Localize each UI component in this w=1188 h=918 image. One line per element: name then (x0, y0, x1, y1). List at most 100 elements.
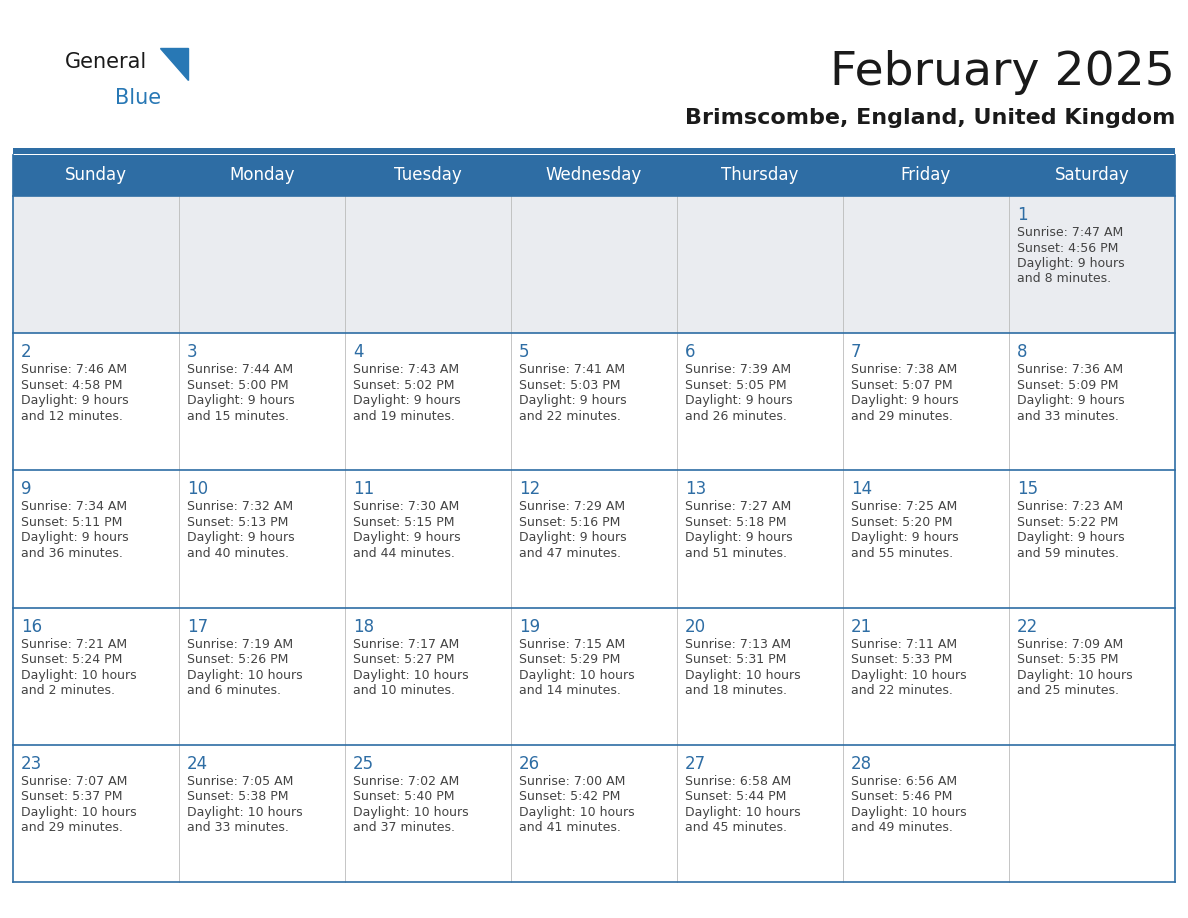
Text: 15: 15 (1017, 480, 1038, 498)
Text: Sunrise: 7:19 AM: Sunrise: 7:19 AM (187, 638, 293, 651)
Text: Monday: Monday (229, 166, 295, 185)
Text: 24: 24 (187, 755, 208, 773)
Text: and 14 minutes.: and 14 minutes. (519, 684, 621, 697)
Text: and 29 minutes.: and 29 minutes. (21, 822, 122, 834)
Text: Daylight: 9 hours: Daylight: 9 hours (1017, 532, 1125, 544)
Text: Sunrise: 7:21 AM: Sunrise: 7:21 AM (21, 638, 127, 651)
Text: 21: 21 (851, 618, 872, 635)
Text: 23: 23 (21, 755, 43, 773)
Text: General: General (65, 52, 147, 72)
Text: Daylight: 9 hours: Daylight: 9 hours (187, 532, 295, 544)
Text: 5: 5 (519, 343, 530, 361)
Text: Sunrise: 7:44 AM: Sunrise: 7:44 AM (187, 364, 293, 376)
Text: Sunrise: 7:05 AM: Sunrise: 7:05 AM (187, 775, 293, 788)
Text: and 8 minutes.: and 8 minutes. (1017, 273, 1111, 285)
Text: Thursday: Thursday (721, 166, 798, 185)
Text: Sunset: 5:05 PM: Sunset: 5:05 PM (685, 379, 786, 392)
Text: Sunset: 5:46 PM: Sunset: 5:46 PM (851, 790, 953, 803)
Text: Sunrise: 7:43 AM: Sunrise: 7:43 AM (353, 364, 459, 376)
Text: Daylight: 9 hours: Daylight: 9 hours (851, 394, 959, 408)
Text: Daylight: 9 hours: Daylight: 9 hours (519, 394, 626, 408)
Text: Sunrise: 7:00 AM: Sunrise: 7:00 AM (519, 775, 625, 788)
Text: Sunset: 4:56 PM: Sunset: 4:56 PM (1017, 241, 1118, 254)
Text: 25: 25 (353, 755, 374, 773)
Text: Sunset: 4:58 PM: Sunset: 4:58 PM (21, 379, 122, 392)
Text: 28: 28 (851, 755, 872, 773)
Text: Sunrise: 7:41 AM: Sunrise: 7:41 AM (519, 364, 625, 376)
Text: Sunrise: 7:11 AM: Sunrise: 7:11 AM (851, 638, 958, 651)
Text: 1: 1 (1017, 206, 1028, 224)
Text: and 22 minutes.: and 22 minutes. (851, 684, 953, 697)
Text: Sunrise: 6:56 AM: Sunrise: 6:56 AM (851, 775, 958, 788)
Text: Sunday: Sunday (65, 166, 127, 185)
Text: Daylight: 10 hours: Daylight: 10 hours (21, 668, 137, 681)
Bar (13, 196, 1175, 333)
Text: Daylight: 9 hours: Daylight: 9 hours (519, 532, 626, 544)
Text: Wednesday: Wednesday (545, 166, 643, 185)
Text: Daylight: 10 hours: Daylight: 10 hours (187, 668, 303, 681)
Text: 8: 8 (1017, 343, 1028, 361)
Text: Daylight: 10 hours: Daylight: 10 hours (187, 806, 303, 819)
Text: and 55 minutes.: and 55 minutes. (851, 547, 953, 560)
Text: Daylight: 10 hours: Daylight: 10 hours (519, 806, 634, 819)
Text: Sunset: 5:31 PM: Sunset: 5:31 PM (685, 653, 786, 666)
Text: 7: 7 (851, 343, 861, 361)
Text: 2: 2 (21, 343, 32, 361)
Text: Daylight: 9 hours: Daylight: 9 hours (851, 532, 959, 544)
Text: and 18 minutes.: and 18 minutes. (685, 684, 786, 697)
Text: Sunset: 5:02 PM: Sunset: 5:02 PM (353, 379, 455, 392)
Text: and 15 minutes.: and 15 minutes. (187, 409, 289, 422)
Text: and 12 minutes.: and 12 minutes. (21, 409, 122, 422)
Text: Friday: Friday (901, 166, 952, 185)
Text: and 19 minutes.: and 19 minutes. (353, 409, 455, 422)
Text: Sunset: 5:20 PM: Sunset: 5:20 PM (851, 516, 953, 529)
Text: Sunset: 5:11 PM: Sunset: 5:11 PM (21, 516, 122, 529)
Text: Saturday: Saturday (1055, 166, 1130, 185)
Polygon shape (160, 48, 188, 80)
Text: Sunset: 5:27 PM: Sunset: 5:27 PM (353, 653, 455, 666)
Bar (13, 608, 1175, 744)
Text: Sunrise: 7:36 AM: Sunrise: 7:36 AM (1017, 364, 1123, 376)
Text: Daylight: 9 hours: Daylight: 9 hours (21, 532, 128, 544)
Text: Daylight: 9 hours: Daylight: 9 hours (685, 394, 792, 408)
Text: Sunset: 5:42 PM: Sunset: 5:42 PM (519, 790, 620, 803)
Text: Sunrise: 7:07 AM: Sunrise: 7:07 AM (21, 775, 127, 788)
Text: 19: 19 (519, 618, 541, 635)
Text: Sunrise: 7:46 AM: Sunrise: 7:46 AM (21, 364, 127, 376)
Text: Sunset: 5:37 PM: Sunset: 5:37 PM (21, 790, 122, 803)
Text: Daylight: 10 hours: Daylight: 10 hours (353, 668, 468, 681)
Text: 9: 9 (21, 480, 32, 498)
Text: Daylight: 10 hours: Daylight: 10 hours (851, 668, 967, 681)
Text: and 33 minutes.: and 33 minutes. (187, 822, 289, 834)
Text: Blue: Blue (115, 88, 162, 108)
Text: Brimscombe, England, United Kingdom: Brimscombe, England, United Kingdom (684, 108, 1175, 128)
Text: Sunset: 5:18 PM: Sunset: 5:18 PM (685, 516, 786, 529)
Text: Daylight: 10 hours: Daylight: 10 hours (685, 668, 801, 681)
Text: Daylight: 9 hours: Daylight: 9 hours (1017, 257, 1125, 270)
Text: Sunrise: 7:34 AM: Sunrise: 7:34 AM (21, 500, 127, 513)
Text: 26: 26 (519, 755, 541, 773)
Text: Sunrise: 7:17 AM: Sunrise: 7:17 AM (353, 638, 460, 651)
Text: Daylight: 10 hours: Daylight: 10 hours (685, 806, 801, 819)
Text: February 2025: February 2025 (830, 50, 1175, 95)
Text: Sunrise: 7:30 AM: Sunrise: 7:30 AM (353, 500, 460, 513)
Text: and 37 minutes.: and 37 minutes. (353, 822, 455, 834)
Text: 13: 13 (685, 480, 706, 498)
Text: Daylight: 10 hours: Daylight: 10 hours (21, 806, 137, 819)
Text: Sunset: 5:24 PM: Sunset: 5:24 PM (21, 653, 122, 666)
Text: Sunset: 5:38 PM: Sunset: 5:38 PM (187, 790, 289, 803)
Text: and 47 minutes.: and 47 minutes. (519, 547, 621, 560)
Text: Daylight: 10 hours: Daylight: 10 hours (519, 668, 634, 681)
Text: Daylight: 9 hours: Daylight: 9 hours (685, 532, 792, 544)
Text: 6: 6 (685, 343, 695, 361)
Text: 16: 16 (21, 618, 42, 635)
Text: 12: 12 (519, 480, 541, 498)
Text: and 25 minutes.: and 25 minutes. (1017, 684, 1119, 697)
Text: Daylight: 9 hours: Daylight: 9 hours (187, 394, 295, 408)
Text: Daylight: 9 hours: Daylight: 9 hours (353, 394, 461, 408)
Text: Sunset: 5:33 PM: Sunset: 5:33 PM (851, 653, 953, 666)
Text: Sunrise: 7:25 AM: Sunrise: 7:25 AM (851, 500, 958, 513)
Text: Daylight: 10 hours: Daylight: 10 hours (353, 806, 468, 819)
Text: and 49 minutes.: and 49 minutes. (851, 822, 953, 834)
Text: and 26 minutes.: and 26 minutes. (685, 409, 786, 422)
